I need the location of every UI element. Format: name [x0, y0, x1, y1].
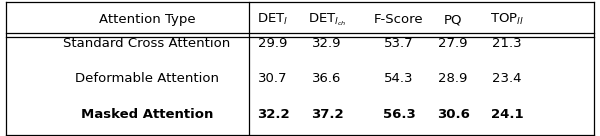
Text: 29.9: 29.9	[259, 37, 287, 50]
Text: 30.6: 30.6	[437, 108, 469, 121]
Text: Masked Attention: Masked Attention	[81, 108, 213, 121]
Text: 56.3: 56.3	[383, 108, 415, 121]
Text: 30.7: 30.7	[258, 72, 288, 85]
Text: Standard Cross Attention: Standard Cross Attention	[64, 37, 230, 50]
Text: $\mathrm{TOP}_{ll}$: $\mathrm{TOP}_{ll}$	[490, 12, 524, 27]
Text: 32.2: 32.2	[257, 108, 289, 121]
Text: 32.9: 32.9	[312, 37, 342, 50]
Text: $\mathrm{DET}_{l_{ch}}$: $\mathrm{DET}_{l_{ch}}$	[308, 11, 346, 28]
Text: 21.3: 21.3	[492, 37, 522, 50]
Text: PQ: PQ	[444, 13, 462, 26]
Text: Attention Type: Attention Type	[98, 13, 196, 26]
Text: 54.3: 54.3	[384, 72, 414, 85]
Text: 53.7: 53.7	[384, 37, 414, 50]
Text: F-Score: F-Score	[374, 13, 424, 26]
Text: Deformable Attention: Deformable Attention	[75, 72, 219, 85]
Text: 24.1: 24.1	[491, 108, 523, 121]
Text: 27.9: 27.9	[438, 37, 468, 50]
Text: 23.4: 23.4	[492, 72, 522, 85]
Text: 36.6: 36.6	[313, 72, 341, 85]
Text: $\mathrm{DET}_l$: $\mathrm{DET}_l$	[257, 12, 289, 27]
Text: 28.9: 28.9	[439, 72, 467, 85]
Text: 37.2: 37.2	[311, 108, 343, 121]
